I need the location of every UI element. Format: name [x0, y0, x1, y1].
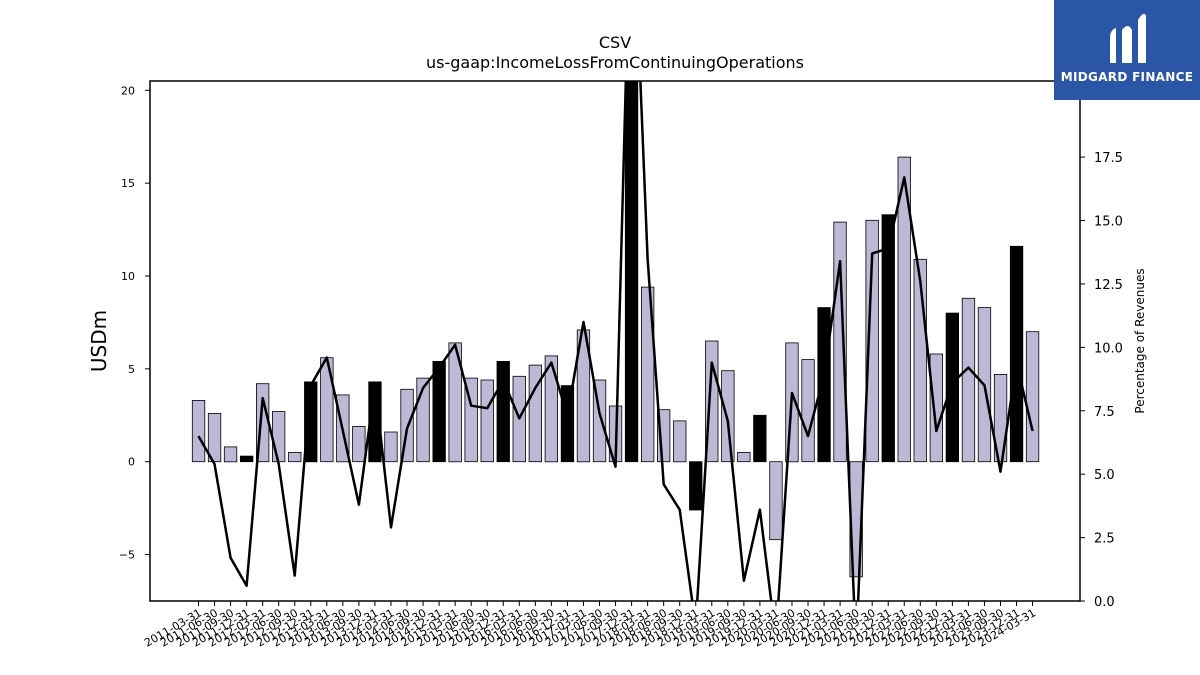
percentage-line — [197, 81, 1034, 601]
bar — [993, 373, 1008, 463]
chart-title: CSV — [599, 33, 631, 52]
bar — [496, 360, 510, 463]
logo-text: MIDGARD FINANCE — [1060, 70, 1194, 84]
y2-tick-label: 5.0 — [1094, 468, 1115, 483]
logo: MIDGARD FINANCE — [1054, 0, 1200, 100]
bar — [480, 379, 494, 463]
bars-and-line — [191, 81, 1040, 601]
bar — [191, 399, 206, 463]
bar — [1025, 331, 1040, 463]
y-tick-label: 5 — [128, 363, 135, 376]
bar — [576, 329, 591, 463]
y-tick-label: 20 — [121, 84, 135, 97]
y2-axis-label: Percentage of Revenues — [1133, 268, 1147, 413]
bar — [865, 219, 879, 463]
bar — [464, 377, 478, 463]
y-tick-label: 10 — [121, 270, 135, 283]
bar — [673, 420, 687, 463]
bar — [624, 81, 639, 463]
y2-tick-label: 12.5 — [1094, 278, 1123, 293]
bar — [641, 286, 655, 463]
plot-area: −5051015200.02.55.07.510.012.515.017.520… — [119, 80, 1123, 650]
y2-tick-label: 7.5 — [1094, 405, 1115, 420]
bar — [1009, 245, 1024, 463]
bar — [528, 364, 542, 463]
plot-frame — [149, 80, 1081, 602]
bar — [897, 156, 911, 463]
bar — [737, 451, 751, 463]
bar — [384, 431, 398, 463]
bar — [689, 461, 703, 511]
bar — [223, 446, 238, 463]
y2-tick-label: 2.5 — [1094, 532, 1115, 547]
bar — [239, 455, 254, 463]
bar — [271, 411, 286, 463]
bar — [929, 353, 943, 463]
y2-tick-label: 17.5 — [1094, 151, 1123, 166]
bar — [432, 360, 446, 463]
bar — [544, 355, 558, 463]
y-tick-label: 15 — [121, 177, 135, 190]
y-axis-label: USDm — [87, 310, 111, 372]
y-tick-label: 0 — [128, 456, 135, 469]
y-tick-label: −5 — [119, 549, 135, 562]
bar — [801, 359, 815, 463]
bar — [288, 451, 302, 463]
y2-tick-label: 10.0 — [1094, 341, 1123, 356]
bar — [304, 381, 318, 463]
bar — [352, 425, 366, 463]
chart-subtitle: us-gaap:IncomeLossFromContinuingOperatio… — [426, 53, 804, 72]
bar — [753, 414, 767, 463]
bar — [961, 297, 976, 463]
bar — [881, 214, 895, 463]
logo-mark-icon — [1110, 13, 1146, 63]
bar — [817, 307, 831, 463]
y2-tick-label: 0.0 — [1094, 595, 1115, 610]
bar — [769, 461, 783, 541]
bar — [721, 370, 735, 463]
bar — [448, 342, 462, 463]
bar — [945, 312, 959, 463]
y2-tick-label: 15.0 — [1094, 215, 1123, 230]
